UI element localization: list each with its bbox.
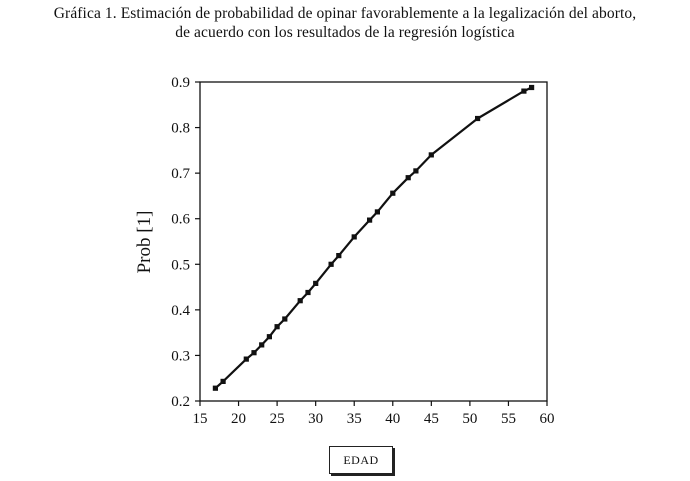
data-point [413,168,419,174]
plot-frame [199,81,548,402]
data-point [475,115,481,122]
y-tick-label: 0.4 [171,303,190,319]
y-tick-label: 0.9 [171,75,190,91]
data-point [367,217,373,223]
data-point [266,334,272,340]
x-tick-label: 40 [385,411,400,427]
data-point [243,356,249,362]
x-tick-label: 55 [501,411,516,427]
x-axis-ticks: 15 20 25 30 35 40 45 50 55 60 [193,401,555,427]
x-tick-label: 35 [347,411,362,427]
y-axis-label: Prob [1] [134,211,155,274]
data-point [390,190,396,196]
x-tick-label: 45 [424,411,439,427]
axes [199,81,548,402]
y-tick-label: 0.5 [171,257,190,273]
data-point [305,289,311,296]
data-point [374,209,380,215]
data-point [428,152,434,158]
x-tick-label: 20 [231,411,246,427]
data-point [351,234,357,240]
data-point [212,385,218,391]
data-point [328,261,334,267]
data-point [521,88,527,94]
x-axis-label: EDAD [329,446,393,474]
x-tick-label: 50 [462,411,477,427]
data-point [529,84,535,91]
chart-title: Gráfica 1. Estimación de probabilidad de… [0,4,690,42]
x-tick-label: 15 [193,411,208,427]
chart-title-line-2: de acuerdo con los resultados de la regr… [175,24,515,41]
data-point [274,324,280,330]
y-tick-label: 0.8 [171,121,190,137]
x-tick-label: 60 [540,411,555,427]
data-point [405,175,411,181]
data-point [297,298,303,304]
data-point [282,316,288,322]
chart-title-line-1: Gráfica 1. Estimación de probabilidad de… [53,5,637,22]
y-tick-label: 0.2 [171,394,190,410]
data-point [220,378,226,384]
data-point [251,350,257,356]
data-point [336,253,342,259]
y-tick-label: 0.6 [171,212,190,228]
data-point [259,342,265,348]
y-tick-label: 0.7 [171,166,190,182]
x-tick-label: 25 [270,411,285,427]
data-point [313,280,319,286]
plot-area [212,84,535,391]
y-axis-ticks: 0.2 0.3 0.4 0.5 0.6 0.7 0.8 0.9 [171,75,200,410]
x-tick-label: 30 [308,411,323,427]
y-tick-label: 0.3 [171,348,190,364]
